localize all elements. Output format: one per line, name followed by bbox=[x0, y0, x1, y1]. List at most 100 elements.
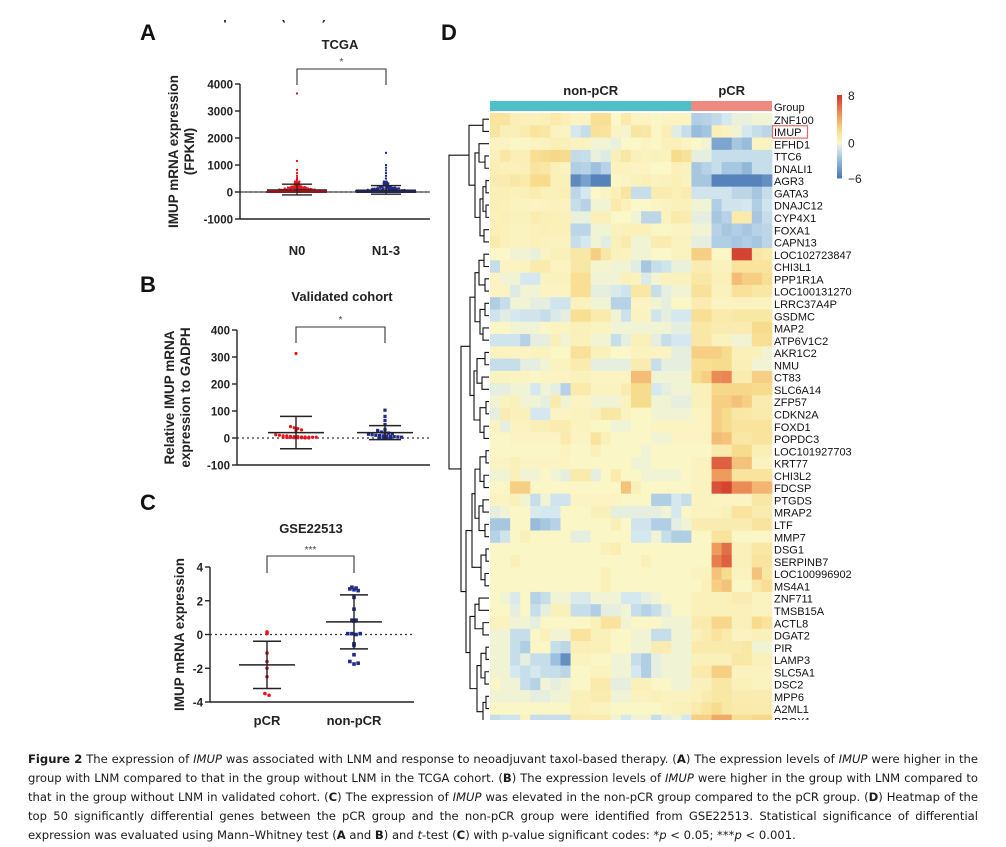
heatmap-cell bbox=[751, 284, 763, 298]
heatmap-cell bbox=[661, 334, 672, 347]
colorbar-segment bbox=[837, 173, 842, 177]
heatmap-cell bbox=[600, 505, 612, 519]
heatmap-cell bbox=[671, 346, 682, 359]
heatmap-cell bbox=[530, 616, 541, 630]
caption-segment: B bbox=[502, 771, 512, 785]
heatmap-cell bbox=[721, 272, 733, 286]
heatmap-cell bbox=[540, 235, 551, 249]
heatmap-cell bbox=[681, 518, 692, 531]
y-tick-label: 4000 bbox=[207, 80, 233, 92]
gene-label: DNALI1 bbox=[774, 164, 813, 176]
heatmap-cell bbox=[520, 690, 531, 703]
chart-a-title: TCGA bbox=[322, 37, 359, 52]
heatmap-cell bbox=[641, 248, 652, 261]
heatmap-cell bbox=[620, 628, 632, 642]
data-point bbox=[383, 418, 387, 423]
heatmap-cell bbox=[490, 591, 501, 605]
heatmap-cell bbox=[570, 604, 582, 617]
heatmap-cell bbox=[510, 690, 521, 703]
heatmap-cell bbox=[721, 407, 733, 421]
caption-segment: p bbox=[659, 828, 667, 842]
heatmap-cell bbox=[761, 174, 773, 188]
heatmap-cell bbox=[580, 407, 592, 421]
heatmap-cell bbox=[711, 690, 723, 703]
heatmap-cell bbox=[761, 456, 773, 470]
heatmap-cell bbox=[691, 714, 702, 720]
data-point bbox=[383, 408, 387, 412]
caption-figure-label: Figure 2 bbox=[28, 752, 83, 766]
heatmap-cell bbox=[631, 235, 642, 249]
heatmap-cell bbox=[570, 395, 582, 409]
heatmap-cell bbox=[570, 641, 582, 654]
heatmap-cell bbox=[751, 149, 763, 163]
heatmap-cell bbox=[520, 628, 531, 642]
heatmap-cell bbox=[721, 395, 733, 409]
heatmap-cell bbox=[671, 223, 682, 237]
heatmap-cell bbox=[751, 113, 763, 126]
heatmap-cell bbox=[550, 469, 561, 482]
heatmap-cell bbox=[741, 272, 753, 286]
heatmap-cell bbox=[590, 211, 602, 224]
heatmap-cell bbox=[641, 444, 652, 458]
heatmap-cell bbox=[490, 321, 501, 335]
heatmap-cell bbox=[751, 505, 763, 519]
gene-label: LOC102723847 bbox=[774, 250, 852, 262]
heatmap-cell bbox=[610, 469, 622, 482]
heatmap-cell bbox=[711, 591, 723, 605]
heatmap-cell bbox=[651, 334, 662, 347]
heatmap-cell bbox=[550, 432, 561, 445]
data-point bbox=[381, 434, 385, 438]
heatmap-cell bbox=[711, 149, 723, 163]
heatmap-cell bbox=[721, 125, 733, 138]
heatmap-cell bbox=[600, 358, 612, 372]
heatmap-cell bbox=[610, 542, 622, 556]
heatmap-cell bbox=[641, 702, 652, 716]
heatmap-cell bbox=[620, 714, 632, 720]
heatmap-cell bbox=[580, 518, 592, 531]
heatmap-cell bbox=[550, 567, 561, 581]
heatmap-cell bbox=[490, 579, 501, 593]
heatmap-cell bbox=[590, 248, 602, 261]
heatmap-cell bbox=[520, 542, 531, 556]
panel-letter-b: B bbox=[140, 272, 156, 297]
heatmap-cell bbox=[751, 714, 763, 720]
heatmap-cell bbox=[761, 579, 773, 593]
heatmap-cell bbox=[500, 616, 511, 630]
heatmap-cell bbox=[600, 334, 612, 347]
heatmap-cell bbox=[701, 346, 712, 359]
dendrogram-branch bbox=[485, 401, 489, 415]
heatmap-cell bbox=[701, 432, 712, 445]
heatmap-cell bbox=[610, 358, 622, 372]
heatmap-cell bbox=[600, 248, 612, 261]
heatmap-cell bbox=[741, 702, 753, 716]
heatmap-cell bbox=[620, 248, 632, 261]
heatmap-cell bbox=[721, 297, 733, 310]
heatmap-cell bbox=[610, 383, 622, 396]
heatmap-cell bbox=[711, 469, 723, 482]
heatmap-cell bbox=[681, 223, 692, 237]
heatmap-cell bbox=[580, 223, 592, 237]
heatmap-cell bbox=[721, 223, 733, 237]
heatmap-cell bbox=[671, 235, 682, 249]
heatmap-cell bbox=[731, 665, 743, 679]
gene-label: ATP6V1C2 bbox=[774, 336, 828, 348]
gene-label: PPP1R1A bbox=[774, 274, 824, 286]
heatmap-cell bbox=[701, 567, 712, 581]
significance-label: *** bbox=[305, 545, 317, 556]
heatmap-cell bbox=[691, 690, 702, 703]
heatmap-cell bbox=[751, 395, 763, 409]
heatmap-cell bbox=[580, 248, 592, 261]
heatmap-cell bbox=[641, 456, 652, 470]
heatmap-cell bbox=[661, 284, 672, 298]
heatmap-cell bbox=[741, 321, 753, 335]
heatmap-cell bbox=[651, 235, 662, 249]
heatmap-cell bbox=[580, 321, 592, 335]
heatmap-cell bbox=[761, 677, 773, 691]
gene-label: DNAJC12 bbox=[774, 201, 823, 213]
heatmap-cell bbox=[691, 555, 702, 568]
heatmap-cell bbox=[701, 198, 712, 212]
heatmap-cell bbox=[580, 358, 592, 372]
heatmap-cell bbox=[761, 149, 773, 163]
heatmap-cell bbox=[510, 591, 521, 605]
heatmap-cell bbox=[731, 591, 743, 605]
